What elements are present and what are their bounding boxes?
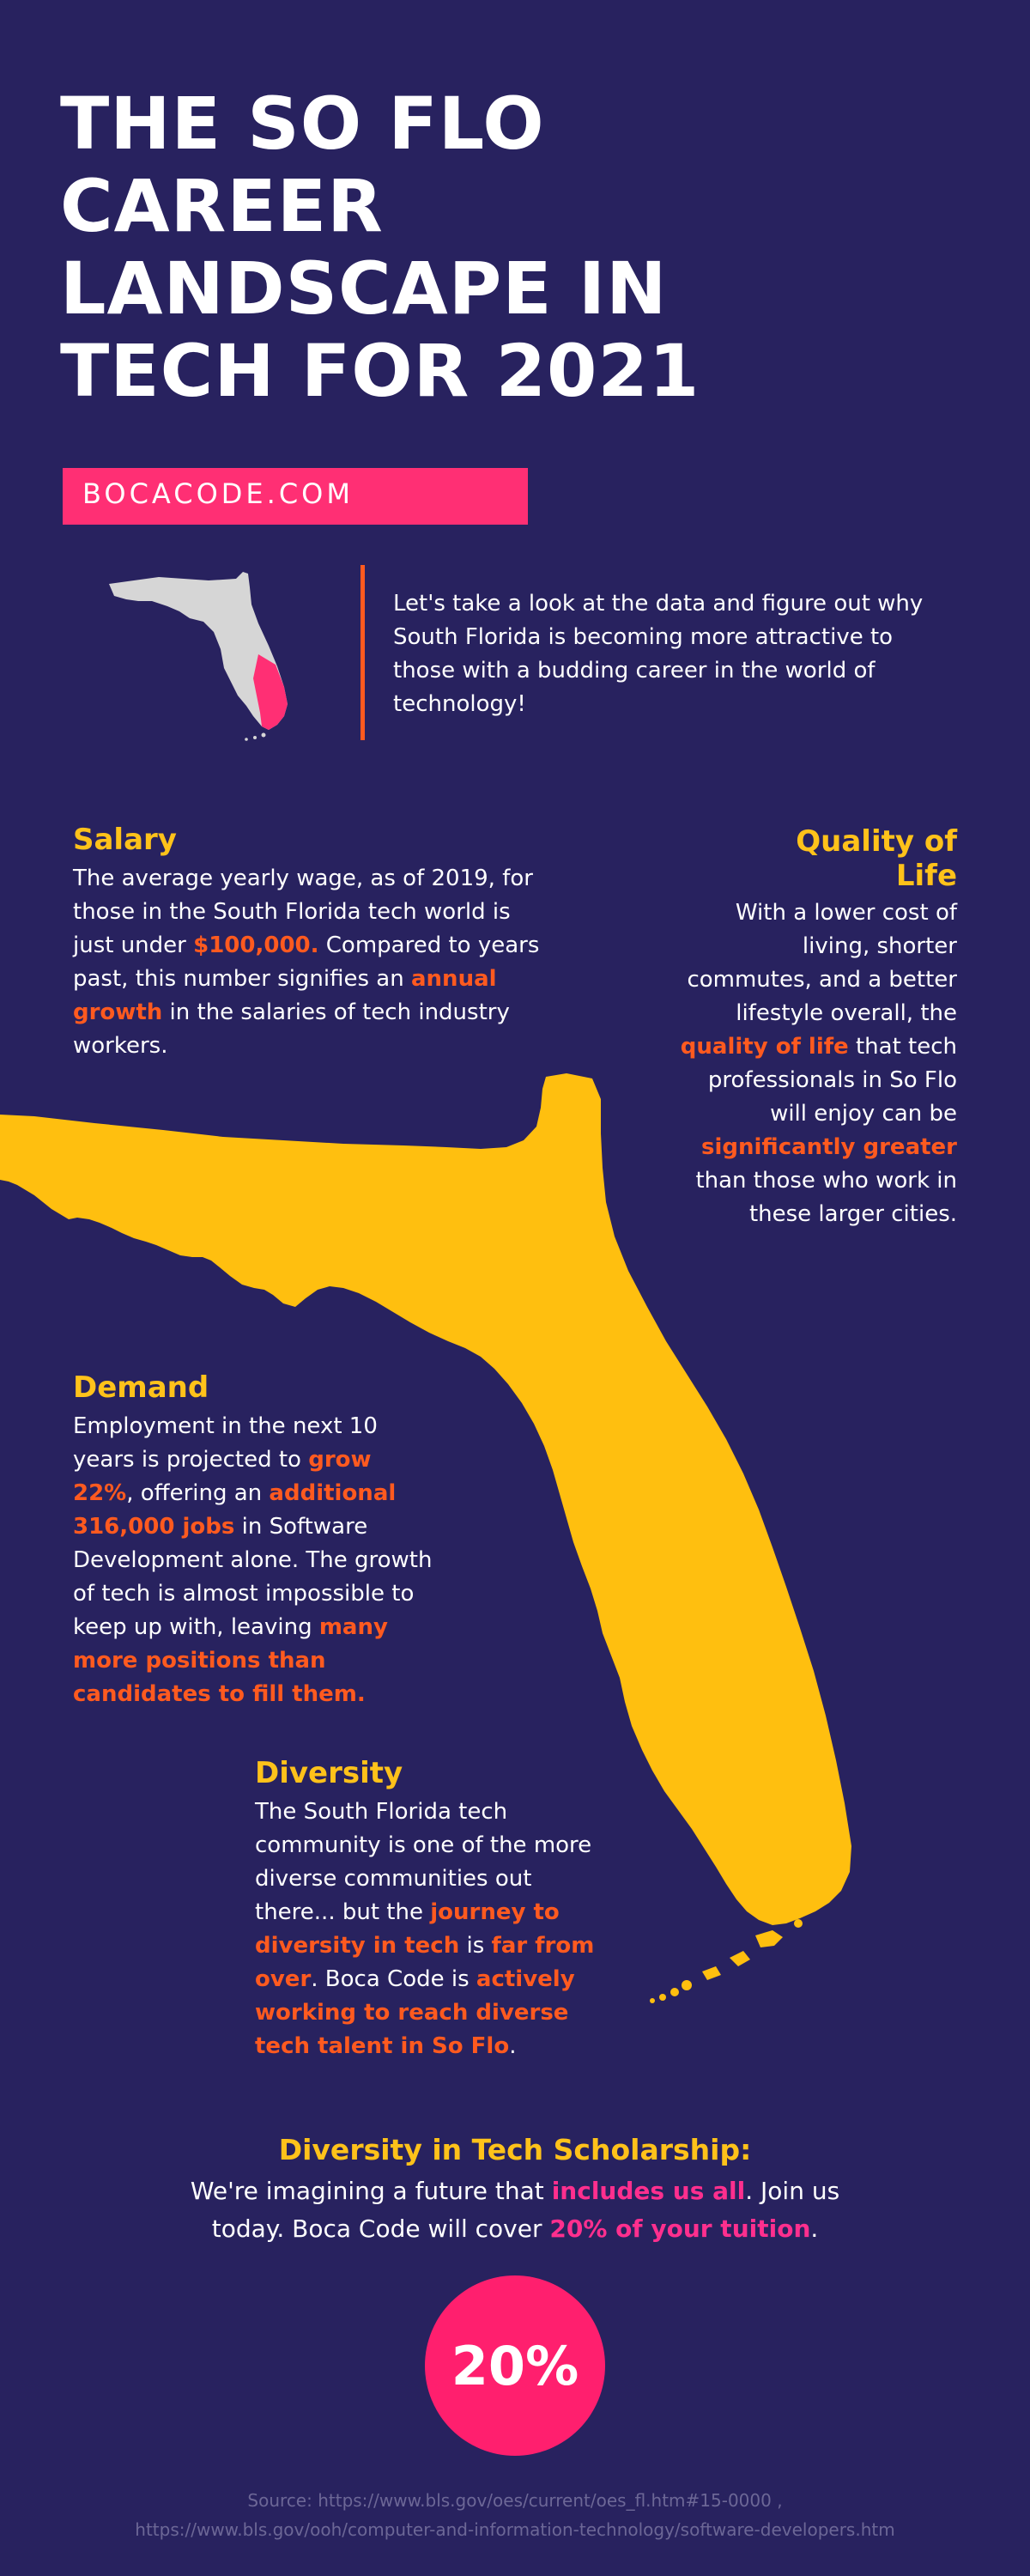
salary-section: Salary The average yearly wage, as of 20… — [73, 823, 554, 1063]
demand-text: in Software Development alone. The growt… — [73, 1514, 433, 1640]
demand-text: Employment in the next 10 years is proje… — [73, 1413, 378, 1473]
demand-heading: Demand — [73, 1370, 209, 1405]
florida-map-small-icon — [109, 572, 288, 741]
diversity-body: The South Florida tech community is one … — [255, 1795, 615, 2063]
quality-highlight: quality of life — [680, 1034, 849, 1060]
demand-highlight: grow 22% — [73, 1447, 372, 1506]
quality-text: than those who work in these larger citi… — [695, 1168, 957, 1227]
diversity-text: The South Florida tech community is one … — [255, 1799, 592, 1925]
scholarship-text: . Join us today. Boca Code will cover — [211, 2177, 840, 2243]
site-link[interactable]: BOCACODE.COM — [82, 477, 354, 510]
quality-section: Quality of Life With a lower cost of liv… — [678, 824, 957, 1231]
source-citation: Source: https://www.bls.gov/oes/current/… — [34, 2486, 996, 2544]
tuition-badge: 20% — [425, 2275, 605, 2456]
quality-heading-line-1: Quality of — [796, 824, 957, 859]
title-line-1: THE SO FLO — [60, 82, 545, 166]
salary-highlight: $100,000. — [193, 933, 319, 958]
demand-text: , offering an — [126, 1480, 270, 1506]
source-link-1[interactable]: Source: https://www.bls.gov/oes/current/… — [247, 2490, 783, 2511]
site-banner[interactable] — [63, 468, 528, 525]
intro-divider — [360, 565, 365, 740]
salary-text: Compared to years past, this number sign… — [73, 933, 540, 992]
diversity-highlight: far from over — [255, 1933, 595, 1992]
tuition-badge-text: 20% — [451, 2334, 579, 2397]
scholarship-text: We're imagining a future that — [190, 2177, 552, 2205]
diversity-text: . — [509, 2033, 517, 2059]
intro-text: Let's take a look at the data and figure… — [393, 591, 924, 717]
page-title: THE SO FLO CAREER LANDSCAPE IN TECH FOR … — [60, 82, 970, 412]
salary-text: The average yearly wage, as of 2019, for… — [73, 866, 533, 958]
demand-section: Demand Employment in the next 10 years i… — [73, 1370, 438, 1711]
quality-body: With a lower cost of living, shorter com… — [678, 896, 957, 1231]
salary-highlight: annual growth — [73, 966, 497, 1025]
demand-highlight: additional 316,000 jobs — [73, 1480, 397, 1540]
scholarship-section: Diversity in Tech Scholarship: We're ima… — [154, 2133, 876, 2248]
salary-body: The average yearly wage, as of 2019, for… — [73, 862, 554, 1063]
quality-heading-line-2: Life — [895, 859, 957, 893]
quality-text: that tech professionals in So Flo will e… — [707, 1034, 957, 1127]
diversity-highlight: journey to diversity in tech — [255, 1899, 560, 1959]
diversity-heading: Diversity — [255, 1756, 403, 1790]
demand-highlight: many more positions than candidates to f… — [73, 1614, 388, 1707]
title-line-3: LANDSCAPE IN — [60, 246, 668, 331]
salary-text: in the salaries of tech industry workers… — [73, 999, 510, 1059]
source-link-2[interactable]: https://www.bls.gov/ooh/computer-and-inf… — [135, 2519, 895, 2540]
scholarship-text: . — [810, 2215, 819, 2243]
quality-text: With a lower cost of living, shorter com… — [687, 900, 957, 1026]
florida-map-large-icon — [0, 1073, 851, 2003]
scholarship-highlight: 20% of your tuition — [549, 2215, 811, 2243]
diversity-highlight: actively working to reach diverse tech t… — [255, 1966, 575, 2059]
title-line-4: TECH FOR 2021 — [60, 329, 700, 413]
scholarship-body: We're imagining a future that includes u… — [154, 2172, 876, 2248]
salary-heading: Salary — [73, 823, 177, 857]
diversity-section: Diversity The South Florida tech communi… — [255, 1756, 615, 2063]
scholarship-heading: Diversity in Tech Scholarship: — [278, 2133, 752, 2166]
diversity-text: . Boca Code is — [311, 1966, 476, 1992]
diversity-text: is — [459, 1933, 492, 1959]
title-line-2: CAREER — [60, 164, 384, 248]
scholarship-highlight: includes us all — [551, 2177, 746, 2205]
quality-highlight: significantly greater — [701, 1134, 957, 1160]
demand-body: Employment in the next 10 years is proje… — [73, 1410, 438, 1711]
